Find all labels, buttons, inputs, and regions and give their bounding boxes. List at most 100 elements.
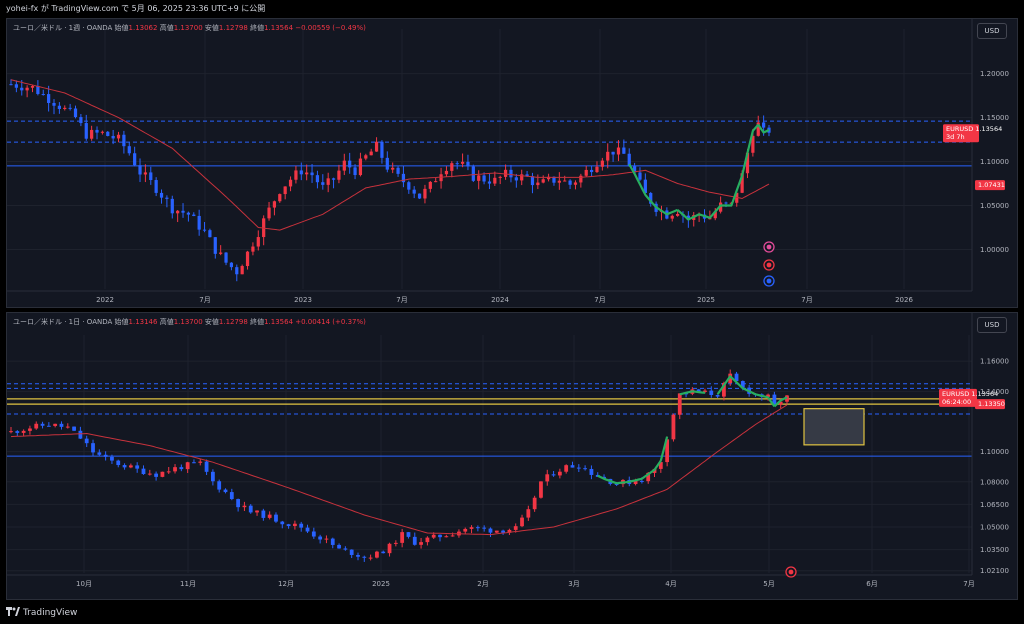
x-tick-label: 7月 bbox=[801, 296, 812, 304]
candle-body bbox=[724, 202, 728, 204]
elliott-wave-line bbox=[676, 209, 717, 221]
y-tick-label: 1.02100 bbox=[980, 567, 1009, 575]
candle-body bbox=[127, 146, 131, 154]
x-tick-label: 2025 bbox=[697, 296, 715, 304]
weekly-currency-button[interactable]: USD bbox=[977, 23, 1007, 39]
candle-body bbox=[482, 175, 486, 182]
candle-body bbox=[391, 167, 395, 170]
candle-body bbox=[53, 423, 58, 426]
candle-body bbox=[40, 423, 45, 426]
candle-body bbox=[460, 161, 465, 164]
candle-body bbox=[369, 151, 373, 156]
weekly-change: −0.00559 (−0.49%) bbox=[295, 24, 366, 32]
candle-body bbox=[368, 557, 373, 559]
weekly-low-label: 安値 bbox=[204, 24, 219, 32]
moving-average-line bbox=[10, 79, 770, 231]
candle-body bbox=[283, 186, 287, 195]
daily-chart-pane[interactable]: ユーロ／米ドル · 1日 · OANDA 始値1.13146 高値1.13700… bbox=[6, 312, 1018, 600]
candle-body bbox=[396, 167, 400, 174]
candle-body bbox=[349, 549, 354, 555]
candle-body bbox=[267, 514, 272, 518]
candle-body bbox=[627, 153, 631, 167]
candle-body bbox=[665, 439, 670, 463]
y-tick-label: 1.03500 bbox=[980, 546, 1009, 554]
candle-body bbox=[73, 108, 78, 118]
candle-body bbox=[46, 425, 51, 427]
daily-price-tag-bg bbox=[939, 388, 977, 407]
y-tick-label: 1.16000 bbox=[980, 358, 1009, 366]
candle-body bbox=[229, 262, 234, 268]
candle-body bbox=[444, 170, 449, 175]
candle-body bbox=[192, 462, 196, 464]
daily-currency-button[interactable]: USD bbox=[977, 317, 1007, 333]
daily-open: 1.13146 bbox=[128, 318, 158, 326]
candle-body bbox=[326, 178, 330, 185]
candle-body bbox=[471, 166, 475, 181]
candle-body bbox=[762, 122, 766, 128]
x-tick-label: 7月 bbox=[963, 580, 974, 588]
candle-body bbox=[110, 456, 114, 461]
elliott-wave-line bbox=[716, 375, 750, 395]
candle-body bbox=[310, 172, 314, 176]
y-tick-label: 1.05000 bbox=[980, 524, 1009, 532]
candle-body bbox=[649, 193, 653, 204]
candle-body bbox=[589, 468, 594, 475]
daily-low-label: 安値 bbox=[204, 318, 219, 326]
candle-body bbox=[197, 215, 201, 230]
candle-body bbox=[353, 167, 357, 176]
candle-body bbox=[198, 461, 203, 463]
candle-body bbox=[375, 551, 379, 558]
weekly-chart-pane[interactable]: ユーロ／米ドル · 1週 · OANDA 始値1.13062 高値1.13700… bbox=[6, 18, 1018, 308]
candle-body bbox=[756, 122, 760, 136]
weekly-price-tag-bg bbox=[943, 124, 979, 143]
candle-body bbox=[208, 230, 212, 238]
candle-body bbox=[288, 179, 293, 187]
candle-body bbox=[632, 166, 637, 173]
candle-body bbox=[406, 532, 411, 537]
publish-header: yohei-fx が TradingView.com で 5月 06, 2025… bbox=[0, 0, 1024, 18]
candle-body bbox=[576, 467, 581, 469]
tradingview-brand[interactable]: TradingView bbox=[6, 607, 77, 618]
candle-body bbox=[59, 423, 64, 427]
elliott-wave-line bbox=[757, 123, 770, 134]
candle-body bbox=[385, 157, 389, 170]
candle-body bbox=[696, 389, 701, 392]
candle-body bbox=[84, 438, 89, 444]
candle-body bbox=[293, 523, 297, 527]
candle-body bbox=[536, 182, 540, 186]
candle-body bbox=[503, 169, 508, 177]
candle-body bbox=[166, 471, 171, 473]
candle-body bbox=[374, 141, 379, 152]
x-tick-label: 7月 bbox=[396, 296, 407, 304]
candle-body bbox=[159, 192, 164, 198]
candle-body bbox=[514, 177, 518, 181]
daily-level-tag-text: 1.13350 bbox=[978, 400, 1005, 408]
candle-body bbox=[186, 212, 191, 215]
candle-body bbox=[324, 538, 329, 540]
candle-body bbox=[235, 267, 239, 275]
candle-body bbox=[154, 473, 158, 477]
weekly-price-tag-text: 3d 7h bbox=[946, 133, 965, 141]
candle-body bbox=[97, 452, 102, 455]
candle-body bbox=[356, 554, 360, 557]
daily-low: 1.12798 bbox=[218, 318, 248, 326]
daily-price-tag-text: 06:24:00 bbox=[942, 398, 971, 406]
moving-average-line bbox=[10, 404, 788, 536]
candle-body bbox=[487, 181, 492, 184]
candle-body bbox=[255, 510, 259, 513]
elliott-wave-line bbox=[659, 436, 669, 461]
y-tick-label: 1.00000 bbox=[980, 246, 1009, 254]
y-tick-label: 1.15000 bbox=[980, 114, 1009, 122]
candle-body bbox=[573, 182, 578, 185]
candle-body bbox=[65, 426, 70, 428]
weekly-high: 1.13700 bbox=[173, 24, 203, 32]
y-tick-label: 1.10000 bbox=[980, 158, 1009, 166]
candle-body bbox=[165, 197, 169, 199]
candle-body bbox=[100, 131, 105, 133]
daily-close-label: 終値 bbox=[250, 318, 265, 326]
candle-body bbox=[520, 517, 524, 527]
daily-high-label: 高値 bbox=[159, 318, 174, 326]
candle-body bbox=[606, 151, 610, 161]
candle-body bbox=[557, 471, 562, 476]
candle-body bbox=[337, 544, 341, 549]
